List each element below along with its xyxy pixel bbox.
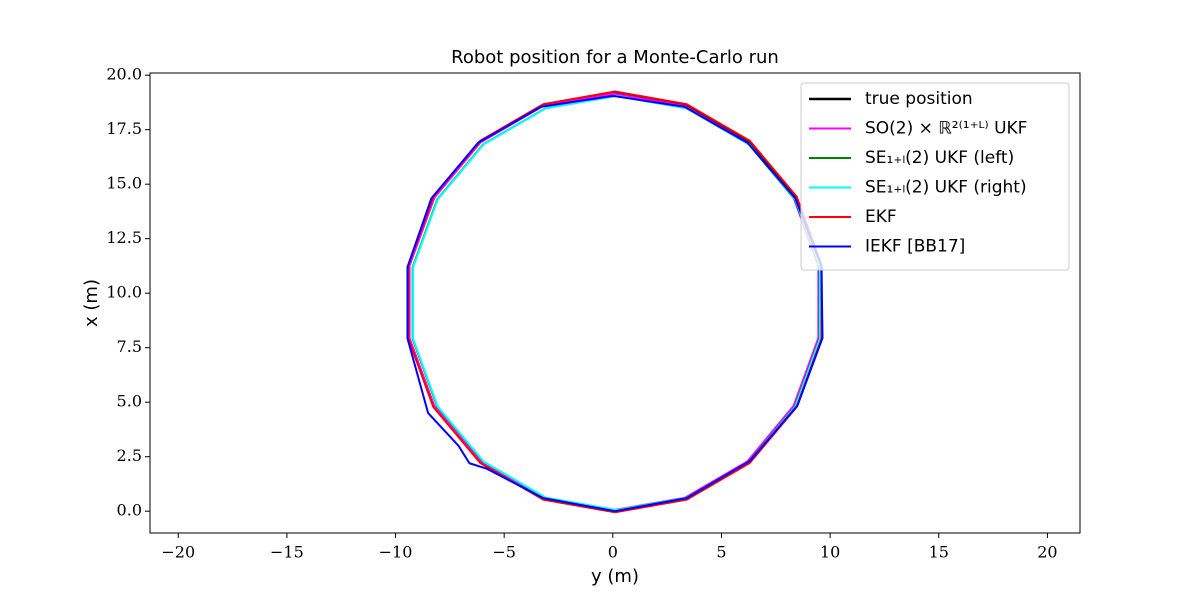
x-tick-label: 20: [1037, 543, 1057, 562]
legend-label: EKF: [865, 207, 897, 227]
y-tick-label: 17.5: [106, 119, 142, 138]
x-tick-label: −10: [379, 543, 413, 562]
y-tick-label: 15.0: [106, 174, 142, 193]
y-tick-label: 5.0: [117, 392, 142, 411]
legend-label: SE₁₊ₗ(2) UKF (left): [865, 148, 1014, 168]
legend: true position SO(2) × ℝ²⁽¹⁺ᴸ⁾ UKF SE₁₊ₗ(2)…: [800, 82, 1070, 271]
y-tick-label: 2.5: [117, 446, 142, 465]
x-tick-label: 10: [820, 543, 840, 562]
y-tick-label: 12.5: [106, 228, 142, 247]
legend-box: [800, 82, 1070, 271]
legend-label: IEKF [BB17]: [865, 237, 965, 257]
y-axis-label: x (m): [81, 279, 102, 327]
legend-label: SE₁₊ₗ(2) UKF (right): [865, 178, 1027, 198]
plot-area: [406, 90, 824, 514]
axes-frame: [149, 72, 1081, 534]
x-tick-label: −5: [492, 543, 516, 562]
legend-label: SO(2) × ℝ²⁽¹⁺ᴸ⁾ UKF: [865, 119, 1027, 139]
y-tick-label: 20.0: [106, 65, 142, 84]
x-tick-label: −20: [161, 543, 195, 562]
series-line: [406, 94, 824, 513]
y-tick-label: 7.5: [117, 337, 142, 356]
x-tick-label: 0: [608, 543, 618, 562]
y-tick-label: 0.0: [117, 501, 142, 520]
x-tick-label: −15: [270, 543, 304, 562]
x-tick-label: 5: [716, 543, 726, 562]
series-line: [408, 92, 820, 512]
x-axis-label: y (m): [591, 566, 639, 587]
chart-title: Robot position for a Monte-Carlo run: [451, 47, 779, 68]
legend-label: true position: [865, 89, 973, 109]
y-tick-label: 10.0: [106, 283, 142, 302]
x-tick-label: 15: [929, 543, 949, 562]
